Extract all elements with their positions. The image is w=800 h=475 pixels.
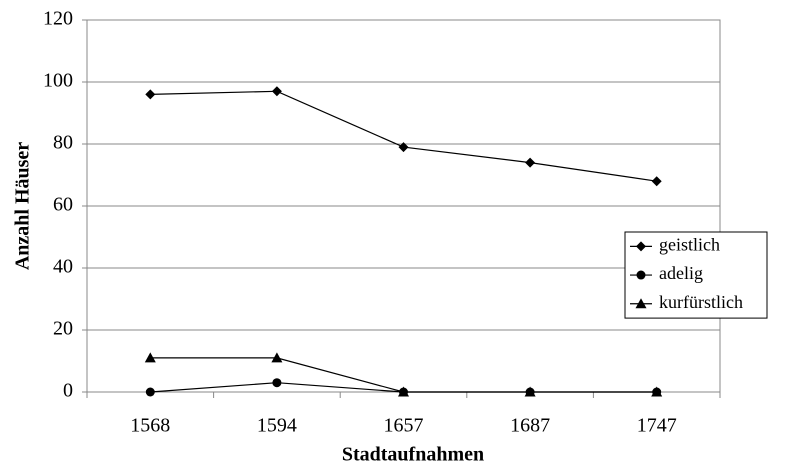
x-axis-title: Stadtaufnahmen [342,444,484,466]
marker [271,352,283,363]
y-axis-title: Anzahl Häuser [12,142,34,270]
x-tick-label: 1687 [510,415,550,437]
y-tick-label: 80 [53,132,73,154]
marker [636,241,646,252]
x-tick-label: 1594 [257,415,297,437]
y-tick-label: 60 [53,194,73,216]
legend-label: geistlich [659,234,720,254]
marker [651,386,663,397]
marker [271,86,282,97]
legend-label: kurfürstlich [659,292,743,312]
legend: geistlich adelig kurfürstlich [624,231,768,319]
marker [272,378,282,388]
y-tick-label: 40 [53,256,73,278]
marker [524,386,536,397]
x-tick-label: 1657 [384,415,424,437]
y-tick-label: 0 [63,380,73,402]
y-tick-label: 120 [43,8,73,30]
marker [651,176,662,187]
legend-label: adelig [659,263,703,283]
marker [145,387,155,397]
marker [635,298,647,309]
marker [636,270,646,280]
y-tick-label: 100 [43,70,73,92]
y-tick-label: 20 [53,318,73,340]
marker [144,352,156,363]
marker [525,157,536,168]
x-tick-label: 1747 [637,415,677,437]
marker [145,89,156,100]
marker [398,386,409,397]
marker [398,142,409,153]
x-tick-label: 1568 [130,415,170,437]
